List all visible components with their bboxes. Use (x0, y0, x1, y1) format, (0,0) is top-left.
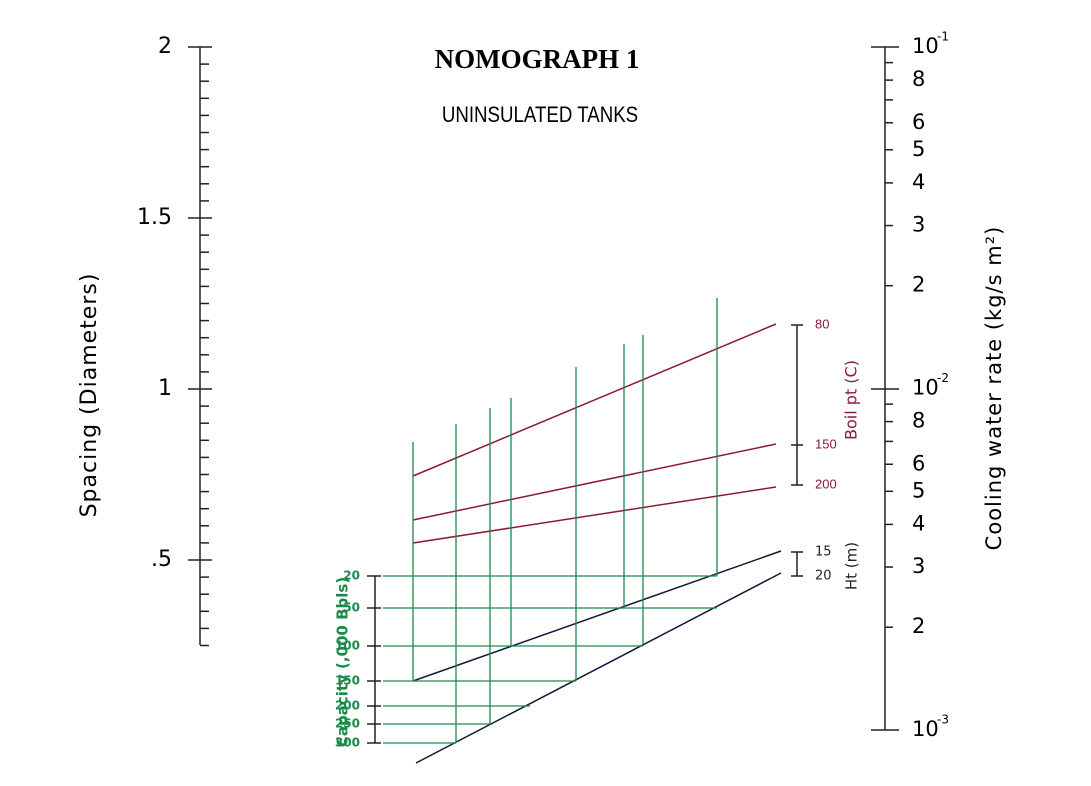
boil-tick-label: 150 (815, 436, 837, 451)
y-tick-label: 1 (158, 376, 172, 401)
title: NOMOGRAPH 1 (435, 44, 640, 74)
y-tick-label: .5 (151, 547, 172, 572)
boil-tick-label: 80 (815, 316, 829, 331)
capacity-tick-label: 20 (343, 569, 360, 583)
boil-line (412, 443, 777, 521)
capacity-tick-label: 200 (335, 699, 360, 713)
y2-tick-label: 5 (912, 478, 925, 502)
y2-tick-label: 4 (912, 170, 925, 194)
y2-tick-label: 3 (912, 554, 925, 578)
height-tick-label: 20 (815, 569, 832, 584)
spacing-axis-label: Spacing (Diameters) (77, 273, 102, 518)
y2-tick-label: 10 (912, 376, 939, 400)
y2-tick-label: 2 (912, 273, 925, 297)
boil-line (412, 486, 777, 544)
height-tick-label: 15 (815, 545, 832, 560)
capacity-label: Capacity (,000 Bbls) (334, 577, 352, 747)
y2-tick-label: 6 (912, 110, 925, 134)
capacity-tick-label: 150 (335, 674, 360, 688)
height-line (415, 572, 782, 764)
height-line (412, 550, 782, 682)
y2-tick-label: 8 (912, 409, 925, 433)
capacity-tick-label: 50 (343, 601, 360, 615)
y2-tick-label: 10 (912, 34, 939, 58)
y2-tick-label: 2 (912, 614, 925, 638)
subtitle: UNINSULATED TANKS (442, 103, 638, 127)
y-tick-label: 2 (158, 34, 172, 59)
y2-tick-exp: -2 (937, 371, 949, 385)
y2-tick-label: 4 (912, 511, 925, 535)
y-tick-label: 1.5 (137, 205, 172, 230)
boil-line (412, 323, 777, 477)
cooling-axis-label: Cooling water rate (kg/s m²) (982, 226, 1006, 551)
y2-tick-exp: -1 (937, 30, 949, 44)
y2-tick-exp: -3 (937, 713, 949, 727)
boil-label: Boil pt (C) (842, 360, 861, 440)
y2-tick-label: 3 (912, 213, 925, 237)
boil-tick-label: 200 (815, 476, 837, 491)
capacity-tick-label: 300 (335, 736, 360, 750)
height-label: Ht (m) (843, 542, 861, 590)
y2-tick-label: 6 (912, 451, 925, 475)
capacity-tick-label: 100 (335, 639, 360, 653)
y2-tick-label: 8 (912, 67, 925, 91)
capacity-tick-label: 250 (335, 717, 360, 731)
y2-tick-label: 10 (912, 717, 939, 741)
y2-tick-label: 5 (912, 137, 925, 161)
